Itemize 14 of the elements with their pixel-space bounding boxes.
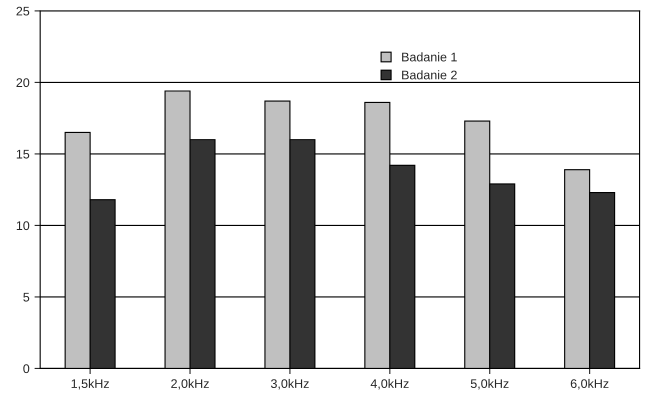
legend-label: Badanie 2 [402, 70, 457, 80]
x-tick-label: 5,0kHz [470, 378, 509, 390]
x-tick-label: 2,0kHz [171, 378, 209, 390]
legend-label: Badanie 1 [402, 52, 457, 62]
x-tick-label: 1,5kHz [72, 378, 109, 390]
y-tick-label: 15 [16, 150, 30, 159]
y-tick-label: 5 [23, 292, 30, 302]
x-tick-label: 4,0kHz [370, 378, 409, 390]
y-tick-label: 25 [16, 6, 30, 16]
y-tick-label: 20 [16, 78, 30, 88]
y-tick-label: 10 [16, 221, 30, 230]
x-tick-label: 6,0kHz [570, 378, 608, 390]
y-tick-label: 0 [23, 364, 30, 374]
x-tick-label: 3,0kHz [270, 378, 309, 390]
